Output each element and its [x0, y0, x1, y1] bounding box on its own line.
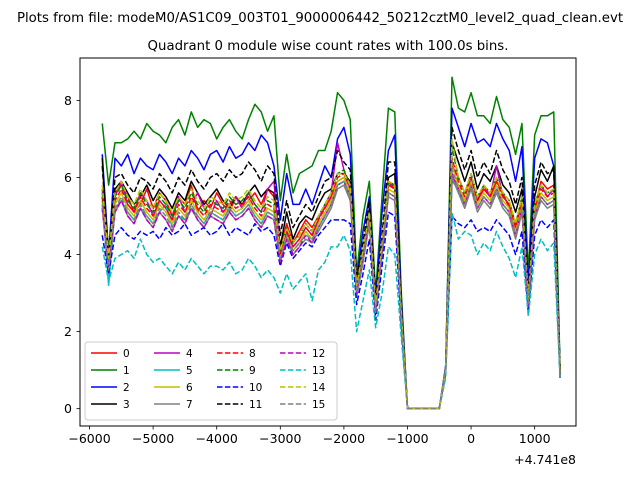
x-tick-label: −4000 [196, 431, 238, 446]
plot-frame [79, 57, 577, 427]
legend-label-1: 1 [123, 365, 130, 377]
legend-label-15: 15 [312, 399, 325, 411]
legend-label-6: 6 [186, 382, 193, 394]
legend-label-5: 5 [186, 365, 193, 377]
series-line-8 [101, 157, 561, 410]
legend-label-10: 10 [249, 382, 262, 394]
legend-label-14: 14 [312, 382, 326, 394]
legend-label-13: 13 [312, 365, 325, 377]
series-line-10 [101, 211, 561, 410]
series-line-15 [101, 169, 561, 410]
y-tick-label: 4 [64, 247, 72, 262]
legend-label-8: 8 [249, 348, 256, 360]
legend-label-7: 7 [186, 399, 193, 411]
x-tick-label: 0 [467, 431, 475, 446]
series-line-1 [101, 76, 561, 410]
legend-label-2: 2 [123, 382, 130, 394]
legend-label-3: 3 [123, 399, 130, 411]
x-tick-label: −5000 [132, 431, 174, 446]
series-line-9 [101, 145, 561, 410]
x-tick-label: −3000 [259, 431, 301, 446]
series-line-14 [101, 138, 561, 410]
series-line-6 [101, 165, 561, 410]
x-tick-label: −1000 [386, 431, 428, 446]
legend-label-4: 4 [186, 348, 193, 360]
x-axis: −6000 −5000 −4000 −3000 −2000 −1000 0 1000 [68, 426, 551, 446]
legend-label-9: 9 [249, 365, 256, 377]
y-tick-label: 6 [64, 170, 72, 185]
series-line-11 [101, 126, 561, 410]
series-layer [101, 76, 561, 410]
series-line-13 [101, 211, 561, 410]
legend-label-12: 12 [312, 348, 325, 360]
chart-suptitle: Plots from file: modeM0/AS1C09_003T01_90… [17, 11, 623, 26]
x-tick-label: −6000 [68, 431, 110, 446]
legend-label-11: 11 [249, 399, 262, 411]
series-line-2 [101, 107, 561, 410]
y-axis: 0 2 4 6 8 [64, 93, 80, 416]
y-tick-label: 0 [64, 401, 72, 416]
chart-title: Quadrant 0 module wise count rates with … [148, 39, 509, 54]
x-tick-label: 1000 [519, 431, 551, 446]
x-tick-label: −2000 [323, 431, 365, 446]
legend-label-0: 0 [123, 348, 130, 360]
x-offset-label: +4.741e8 [514, 452, 576, 467]
legend-box [84, 341, 338, 421]
y-tick-label: 8 [64, 93, 72, 108]
y-tick-label: 2 [64, 324, 72, 339]
